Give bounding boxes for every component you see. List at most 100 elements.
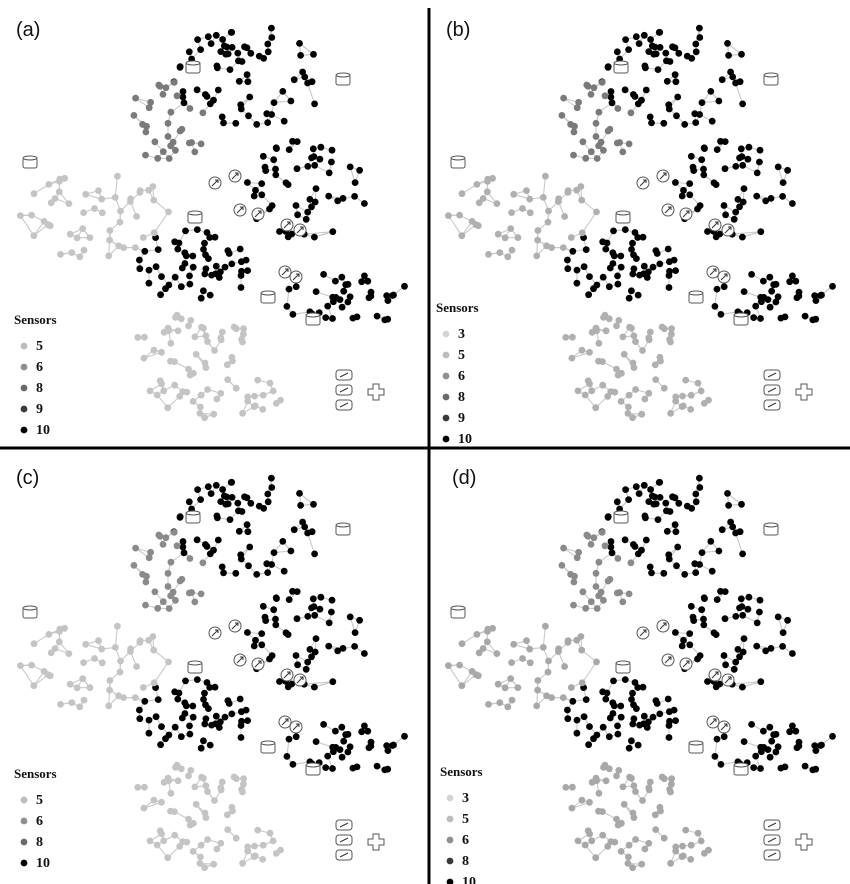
junction-node — [202, 265, 210, 273]
junction-node — [595, 558, 603, 566]
junction-node — [667, 859, 674, 867]
junction-node — [253, 571, 261, 578]
junction-node — [401, 282, 408, 290]
junction-node — [721, 165, 729, 173]
junction-node — [68, 699, 76, 706]
junction-node — [237, 272, 245, 279]
junction-node — [165, 155, 173, 162]
junction-node — [625, 140, 633, 148]
junction-node — [179, 88, 187, 95]
junction-node — [252, 186, 259, 194]
junction-node — [56, 627, 63, 635]
junction-node — [722, 661, 729, 669]
pump-icon — [706, 715, 720, 729]
junction-node — [201, 414, 209, 422]
junction-node — [306, 196, 314, 203]
junction-node — [320, 271, 327, 278]
junction-node — [608, 549, 616, 557]
tank-icon — [688, 740, 704, 754]
junction-node — [237, 101, 245, 109]
junction-node — [86, 684, 94, 691]
junction-node — [153, 391, 161, 399]
junction-node — [217, 498, 225, 505]
junction-node — [214, 64, 221, 72]
junction-node — [185, 48, 193, 56]
junction-node — [697, 387, 705, 395]
junction-node — [215, 274, 223, 281]
junction-node — [185, 365, 192, 373]
junction-node — [240, 330, 247, 338]
reservoir-plus-icon — [795, 833, 813, 851]
junction-node — [445, 212, 452, 220]
junction-node — [711, 303, 719, 310]
junction-node — [283, 753, 291, 760]
junction-node — [573, 186, 581, 194]
junction-node — [687, 602, 695, 610]
junction-node — [228, 478, 236, 486]
junction-node — [600, 146, 607, 154]
legend-title: Sensors — [436, 300, 479, 315]
pipe-edge — [114, 176, 118, 198]
junction-node — [607, 538, 615, 545]
reservoir-plus-icon — [367, 383, 385, 401]
junction-node — [312, 185, 320, 193]
junction-node — [739, 198, 747, 206]
junction-node — [171, 723, 179, 731]
junction-node — [258, 191, 266, 199]
junction-node — [301, 523, 309, 531]
junction-node — [173, 542, 181, 550]
junction-node — [620, 350, 628, 358]
junction-node — [592, 774, 600, 782]
junction-node — [351, 629, 359, 636]
junction-node — [578, 346, 586, 354]
junction-node — [288, 230, 296, 238]
junction-node — [401, 732, 408, 740]
junction-node — [311, 100, 318, 108]
junction-node — [133, 213, 141, 220]
junction-node — [136, 637, 144, 644]
junction-node — [534, 227, 542, 234]
junction-node — [772, 298, 780, 306]
junction-node — [193, 536, 201, 544]
junction-node — [613, 498, 621, 506]
junction-node — [660, 119, 668, 127]
junction-node — [193, 226, 201, 234]
junction-node — [120, 244, 127, 252]
junction-node — [223, 493, 231, 501]
junction-node — [200, 737, 207, 745]
junction-node — [276, 228, 283, 235]
junction-node — [204, 788, 211, 795]
junction-node — [668, 325, 675, 333]
junction-node — [587, 541, 595, 548]
panel-a-label: (a) — [16, 19, 40, 41]
junction-node — [595, 357, 602, 365]
junction-node — [627, 109, 635, 117]
junction-node — [635, 490, 643, 497]
junction-node — [593, 281, 601, 289]
junction-node — [268, 561, 275, 568]
junction-node — [792, 277, 800, 285]
junction-node — [179, 93, 187, 101]
junction-node — [762, 197, 770, 205]
junction-node — [174, 777, 182, 785]
junction-node — [325, 642, 333, 650]
junction-node — [671, 71, 679, 79]
junction-node — [251, 392, 258, 400]
junction-node — [324, 302, 332, 310]
junction-node — [578, 646, 586, 654]
junction-node — [320, 721, 327, 728]
junction-node — [351, 643, 358, 650]
junction-node — [474, 222, 482, 230]
panel-d-label: (d) — [452, 467, 476, 489]
junction-node — [272, 400, 280, 407]
junction-node — [809, 766, 817, 774]
junction-node — [290, 526, 298, 534]
junction-node — [662, 499, 670, 507]
junction-node — [301, 73, 309, 81]
junction-node — [141, 783, 148, 791]
legend-label: 10 — [36, 856, 50, 871]
junction-node — [739, 648, 747, 656]
junction-node — [664, 695, 672, 703]
tank-icon — [450, 605, 466, 619]
junction-node — [745, 143, 753, 151]
